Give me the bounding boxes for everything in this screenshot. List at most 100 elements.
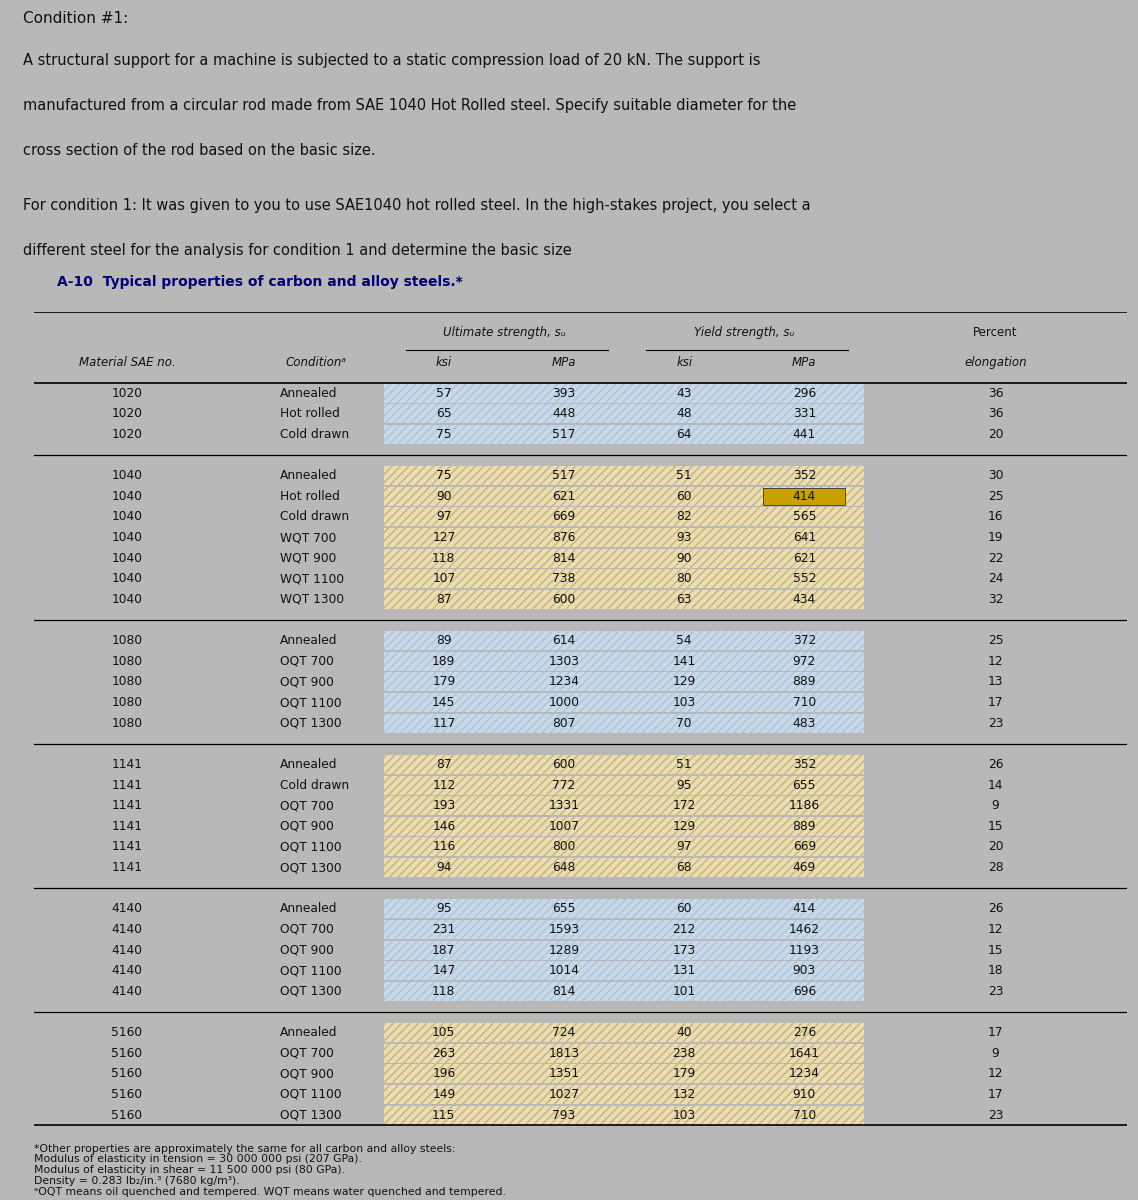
Text: 1040: 1040 bbox=[112, 510, 142, 523]
Text: 24: 24 bbox=[988, 572, 1004, 586]
Text: 36: 36 bbox=[988, 386, 1004, 400]
Bar bbox=[384, 755, 865, 774]
Text: 793: 793 bbox=[552, 1109, 576, 1122]
Text: OQT 900: OQT 900 bbox=[280, 676, 333, 689]
Text: 1027: 1027 bbox=[549, 1088, 579, 1100]
Bar bbox=[384, 797, 865, 815]
Text: 193: 193 bbox=[432, 799, 455, 812]
Text: 5160: 5160 bbox=[112, 1088, 142, 1100]
Text: 40: 40 bbox=[676, 1026, 692, 1039]
Text: 4140: 4140 bbox=[112, 943, 142, 956]
Text: 25: 25 bbox=[988, 490, 1004, 503]
Text: 90: 90 bbox=[676, 552, 692, 565]
Text: 696: 696 bbox=[793, 985, 816, 998]
Text: 20: 20 bbox=[988, 840, 1004, 853]
Text: OQT 1100: OQT 1100 bbox=[280, 696, 341, 709]
Text: 710: 710 bbox=[793, 1109, 816, 1122]
Text: 231: 231 bbox=[432, 923, 455, 936]
Text: 600: 600 bbox=[552, 758, 576, 770]
Text: 565: 565 bbox=[792, 510, 816, 523]
Text: 147: 147 bbox=[432, 964, 455, 977]
Bar bbox=[384, 548, 865, 568]
Text: 1007: 1007 bbox=[549, 820, 579, 833]
Text: 129: 129 bbox=[673, 820, 695, 833]
Text: 1351: 1351 bbox=[549, 1067, 579, 1080]
Text: 82: 82 bbox=[676, 510, 692, 523]
Text: 1040: 1040 bbox=[112, 532, 142, 544]
Text: 1813: 1813 bbox=[549, 1046, 579, 1060]
Bar bbox=[384, 755, 865, 774]
Text: 1141: 1141 bbox=[112, 758, 142, 770]
Text: 1020: 1020 bbox=[112, 386, 142, 400]
Text: OQT 700: OQT 700 bbox=[280, 655, 333, 668]
Bar bbox=[384, 899, 865, 918]
Bar bbox=[384, 590, 865, 608]
Text: 115: 115 bbox=[432, 1109, 455, 1122]
Text: Annealed: Annealed bbox=[280, 386, 338, 400]
Text: 372: 372 bbox=[793, 634, 816, 647]
Text: OQT 1100: OQT 1100 bbox=[280, 964, 341, 977]
Text: OQT 1100: OQT 1100 bbox=[280, 840, 341, 853]
Text: 64: 64 bbox=[676, 428, 692, 440]
Text: 1020: 1020 bbox=[112, 407, 142, 420]
Text: 1141: 1141 bbox=[112, 799, 142, 812]
Text: WQT 700: WQT 700 bbox=[280, 532, 337, 544]
Text: 101: 101 bbox=[673, 985, 695, 998]
Text: OQT 1300: OQT 1300 bbox=[280, 716, 341, 730]
Text: OQT 700: OQT 700 bbox=[280, 923, 333, 936]
Bar bbox=[384, 920, 865, 938]
Text: 814: 814 bbox=[552, 985, 576, 998]
Text: 5160: 5160 bbox=[112, 1067, 142, 1080]
Text: 876: 876 bbox=[552, 532, 576, 544]
Text: 276: 276 bbox=[793, 1026, 816, 1039]
Text: 16: 16 bbox=[988, 510, 1004, 523]
Text: 655: 655 bbox=[552, 902, 576, 916]
Text: 18: 18 bbox=[988, 964, 1004, 977]
Text: 89: 89 bbox=[436, 634, 452, 647]
Text: 30: 30 bbox=[988, 469, 1004, 482]
Text: 972: 972 bbox=[793, 655, 816, 668]
Text: 20: 20 bbox=[988, 428, 1004, 440]
Text: 331: 331 bbox=[793, 407, 816, 420]
Text: 4140: 4140 bbox=[112, 902, 142, 916]
Text: Percent: Percent bbox=[973, 326, 1017, 340]
Bar bbox=[384, 528, 865, 547]
Text: OQT 1300: OQT 1300 bbox=[280, 862, 341, 874]
Text: 1303: 1303 bbox=[549, 655, 579, 668]
Bar bbox=[384, 817, 865, 836]
Bar bbox=[384, 672, 865, 691]
Bar bbox=[384, 941, 865, 960]
Text: 448: 448 bbox=[552, 407, 576, 420]
Text: OQT 900: OQT 900 bbox=[280, 1067, 333, 1080]
Text: 90: 90 bbox=[436, 490, 452, 503]
Text: 4140: 4140 bbox=[112, 923, 142, 936]
Text: ksi: ksi bbox=[436, 355, 452, 368]
Bar bbox=[384, 775, 865, 794]
Bar bbox=[384, 694, 865, 712]
Bar bbox=[384, 920, 865, 938]
Text: Cold drawn: Cold drawn bbox=[280, 779, 349, 792]
Text: 112: 112 bbox=[432, 779, 455, 792]
Text: 65: 65 bbox=[436, 407, 452, 420]
Bar bbox=[384, 982, 865, 1001]
Bar bbox=[384, 858, 865, 877]
Bar bbox=[384, 384, 865, 403]
Text: 669: 669 bbox=[793, 840, 816, 853]
Bar bbox=[384, 569, 865, 588]
Text: 441: 441 bbox=[793, 428, 816, 440]
Bar bbox=[384, 1024, 865, 1042]
Text: A-10  Typical properties of carbon and alloy steels.*: A-10 Typical properties of carbon and al… bbox=[57, 275, 463, 289]
Text: 19: 19 bbox=[988, 532, 1004, 544]
Bar bbox=[384, 528, 865, 547]
Text: Hot rolled: Hot rolled bbox=[280, 490, 340, 503]
Text: 352: 352 bbox=[793, 758, 816, 770]
Text: different steel for the analysis for condition 1 and determine the basic size: different steel for the analysis for con… bbox=[23, 242, 571, 258]
Text: OQT 1100: OQT 1100 bbox=[280, 1088, 341, 1100]
Bar bbox=[384, 569, 865, 588]
Text: 1040: 1040 bbox=[112, 572, 142, 586]
Text: ᵃOQT means oil quenched and tempered. WQT means water quenched and tempered.: ᵃOQT means oil quenched and tempered. WQ… bbox=[34, 1187, 506, 1198]
Text: manufactured from a circular rod made from SAE 1040 Hot Rolled steel. Specify su: manufactured from a circular rod made fr… bbox=[23, 97, 795, 113]
Text: 889: 889 bbox=[792, 676, 816, 689]
Text: 655: 655 bbox=[792, 779, 816, 792]
Bar bbox=[384, 1085, 865, 1104]
